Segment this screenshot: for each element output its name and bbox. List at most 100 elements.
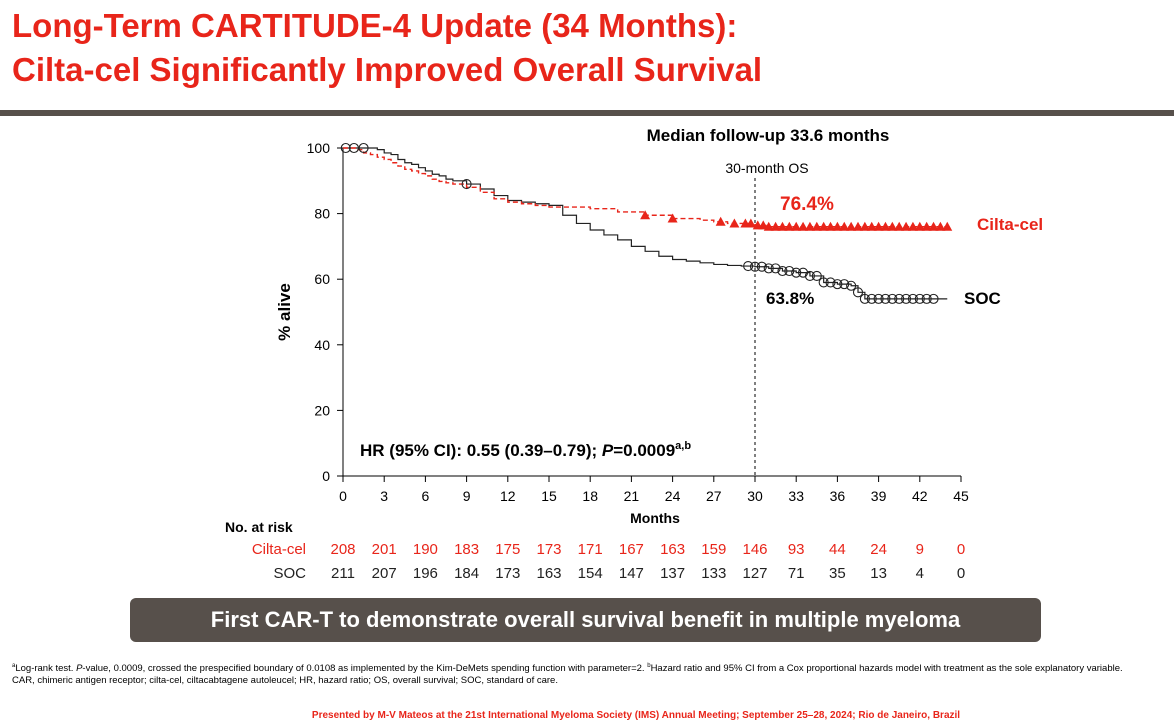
- soc-censor-marker: [859, 293, 870, 304]
- hazard-ratio-p-label: P: [602, 441, 614, 460]
- y-tick-label: 60: [314, 271, 330, 287]
- risk-table-value: 9: [916, 541, 924, 558]
- risk-table-row-label: Cilta-cel: [252, 541, 306, 558]
- cilta-cel-censor-marker: [859, 221, 870, 231]
- footnote-a-post: -value, 0.0009, crossed the prespecified…: [82, 663, 648, 675]
- y-tick-label: 100: [307, 140, 331, 156]
- soc-censor-marker: [852, 287, 864, 298]
- risk-table-value: 127: [742, 565, 767, 582]
- slide-title-line-1: Long-Term CARTITUDE-4 Update (34 Months)…: [12, 7, 738, 44]
- footnote-ab: aLog-rank test. P-value, 0.0009, crossed…: [12, 660, 1162, 675]
- x-tick-label: 24: [665, 488, 681, 504]
- risk-table-value: 183: [454, 541, 479, 558]
- hazard-ratio-prefix: HR (95% CI): 0.55 (0.39–0.79);: [360, 441, 602, 460]
- risk-table-value: 207: [372, 565, 397, 582]
- soc-censor-marker: [887, 293, 898, 304]
- cilta-cel-censor-marker: [763, 221, 774, 231]
- risk-table-value: 173: [536, 541, 561, 558]
- cilta-cel-censor-marker: [777, 221, 788, 231]
- x-tick-label: 42: [912, 488, 928, 504]
- cilta-cel-censor-marker: [839, 221, 850, 231]
- risk-table-value: 146: [742, 541, 767, 558]
- footnote-b-text: Hazard ratio and 95% CI from a Cox propo…: [650, 663, 1123, 675]
- soc-censor-marker: [914, 293, 925, 304]
- risk-table-value: 154: [578, 565, 603, 582]
- cilta-cel-censor-marker: [832, 221, 843, 231]
- chart-title: Median follow-up 33.6 months: [647, 126, 890, 145]
- cilta-cel-censor-marker: [935, 221, 946, 231]
- soc-censor-marker: [358, 142, 369, 154]
- x-tick-label: 18: [582, 488, 598, 504]
- risk-table-value: 35: [829, 565, 846, 582]
- cilta-cel-censor-marker: [804, 221, 815, 231]
- soc-censor-marker: [798, 267, 809, 278]
- soc-censor-marker: [832, 279, 843, 290]
- soc-censor-marker: [894, 293, 905, 304]
- soc-censor-marker: [777, 265, 788, 277]
- cilta-cel-censor-marker: [729, 218, 740, 228]
- cilta-cel-censor-marker: [798, 221, 809, 231]
- footnote-a-marker: a: [12, 663, 16, 669]
- risk-table-value: 13: [870, 565, 887, 582]
- x-tick-label: 21: [624, 488, 640, 504]
- soc-censor-marker: [907, 293, 918, 304]
- slide-title: Long-Term CARTITUDE-4 Update (34 Months)…: [12, 4, 762, 92]
- y-tick-label: 20: [314, 402, 330, 418]
- cilta-cel-censor-marker: [942, 221, 953, 231]
- soc-30-month-value: 63.8%: [766, 289, 814, 308]
- cilta-cel-censor-marker: [921, 221, 932, 231]
- cilta-cel-censor-marker: [928, 221, 939, 231]
- cilta-cel-censor-marker: [811, 221, 822, 231]
- cilta-cel-censor-marker: [873, 221, 884, 231]
- cilta-cel-censor-marker: [791, 221, 802, 231]
- risk-table-value: 196: [413, 565, 438, 582]
- soc-censor-marker: [461, 179, 472, 190]
- cilta-cel-censor-marker: [640, 210, 651, 220]
- soc-censor-marker: [901, 293, 912, 304]
- key-message-banner: First CAR-T to demonstrate overall survi…: [130, 598, 1041, 642]
- risk-table-value: 137: [660, 565, 685, 582]
- risk-table-value: 133: [701, 565, 726, 582]
- soc-censor-marker: [743, 261, 754, 272]
- x-tick-label: 45: [953, 488, 969, 504]
- x-tick-label: 15: [541, 488, 557, 504]
- risk-table-value: 211: [331, 565, 355, 582]
- cilta-cel-censor-marker: [715, 216, 726, 226]
- x-tick-label: 9: [463, 488, 471, 504]
- soc-censor-marker: [928, 293, 939, 304]
- risk-table-value: 4: [916, 565, 924, 582]
- risk-table-value: 44: [829, 541, 846, 558]
- cilta-cel-censor-marker: [818, 221, 829, 231]
- risk-table-header: No. at risk: [225, 519, 293, 535]
- risk-table-value: 0: [957, 565, 965, 582]
- risk-table-value: 171: [578, 541, 603, 558]
- soc-censor-marker: [763, 263, 774, 274]
- risk-table-value: 167: [619, 541, 644, 558]
- footnotes: aLog-rank test. P-value, 0.0009, crossed…: [12, 660, 1162, 687]
- soc-censor-marker: [825, 277, 836, 288]
- cilta-cel-censor-marker: [887, 221, 898, 231]
- hazard-ratio-text: HR (95% CI): 0.55 (0.39–0.79); P=0.0009a…: [360, 440, 691, 460]
- soc-series-label: SOC: [964, 289, 1001, 308]
- y-tick-label: 40: [314, 337, 330, 353]
- soc-censor-marker: [873, 293, 884, 304]
- cilta-cel-censor-marker: [880, 221, 891, 231]
- cilta-cel-censor-marker: [745, 218, 756, 228]
- risk-table-value: 175: [495, 541, 520, 558]
- reference-line-label: 30-month OS: [725, 160, 808, 176]
- footnote-b-marker: b: [647, 663, 651, 669]
- cilta-cel-censor-marker: [901, 221, 912, 231]
- risk-table-value: 93: [788, 541, 805, 558]
- x-tick-label: 39: [871, 488, 887, 504]
- x-tick-label: 33: [788, 488, 804, 504]
- presented-by-line: Presented by M-V Mateos at the 21st Inte…: [311, 710, 961, 721]
- x-tick-label: 0: [339, 488, 347, 504]
- x-tick-label: 3: [380, 488, 388, 504]
- risk-table-value: 163: [536, 565, 561, 582]
- soc-censor-marker: [749, 261, 761, 272]
- risk-table-value: 163: [660, 541, 685, 558]
- risk-table-value: 190: [413, 541, 438, 558]
- cilta-cel-censor-marker: [907, 221, 918, 231]
- footnote-a-p: P: [76, 663, 83, 675]
- y-tick-label: 0: [322, 468, 330, 484]
